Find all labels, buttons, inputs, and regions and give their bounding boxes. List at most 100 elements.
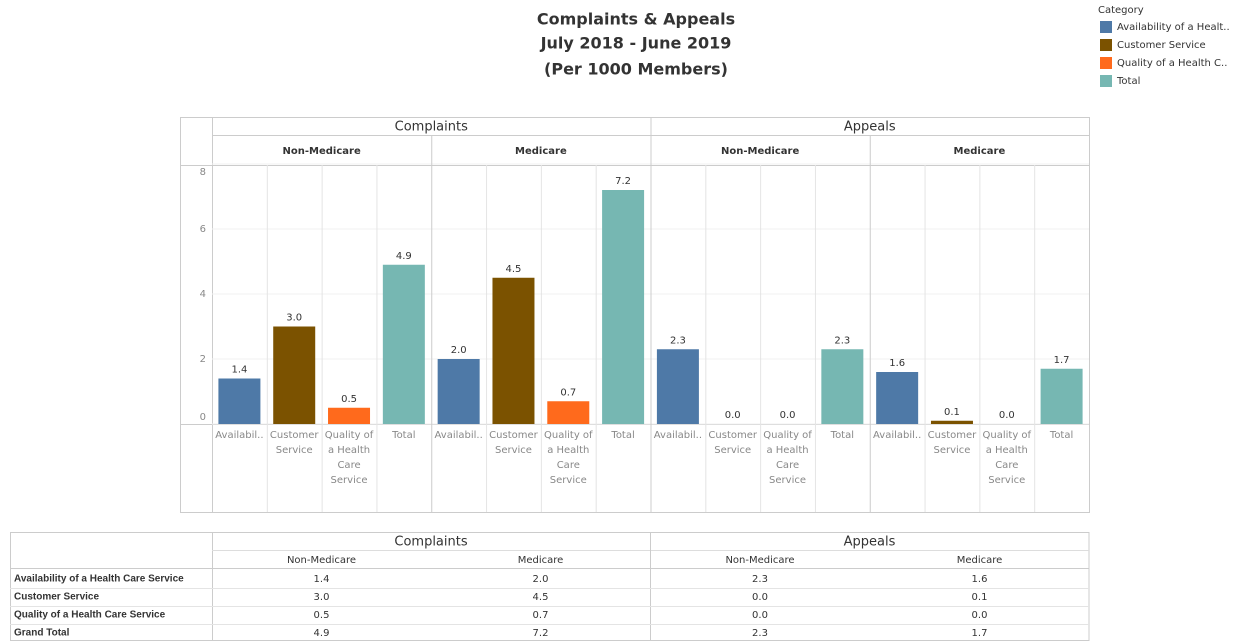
legend-swatch xyxy=(1100,57,1112,69)
bar xyxy=(821,349,864,424)
table-cell: 0.7 xyxy=(533,610,549,621)
x-tick-label-box: Availabil.. xyxy=(653,430,703,441)
legend-label: Total xyxy=(1116,76,1140,87)
panel-header: Medicare xyxy=(515,146,567,157)
panel-header: Medicare xyxy=(954,146,1006,157)
x-tick-label-box: Customer Service xyxy=(708,430,757,456)
table-subheader: Medicare xyxy=(957,555,1003,566)
x-tick-label: Availabil.. xyxy=(653,430,703,441)
x-tick-label: Customer Service xyxy=(269,430,319,456)
table-cell: 0.0 xyxy=(752,610,768,621)
value-label: 2.3 xyxy=(670,335,686,346)
x-tick-label-box: Total xyxy=(830,430,855,441)
x-tick-label: Total xyxy=(1049,430,1074,441)
x-tick-label: Availabil.. xyxy=(215,430,264,441)
table-row-header: Customer Service xyxy=(14,592,99,603)
y-tick-label: 4 xyxy=(200,289,206,300)
chart-subtitle: July 2018 - June 2019 xyxy=(540,34,732,53)
x-tick-label: Quality of a Health Care Service xyxy=(324,430,374,486)
x-tick-label-box: Availabil.. xyxy=(873,430,922,441)
value-label: 0.1 xyxy=(944,407,960,418)
x-tick-label-box: Total xyxy=(392,430,416,441)
x-tick-label-box: Availabil.. xyxy=(434,430,483,441)
x-tick-label: Availabil.. xyxy=(873,430,922,441)
table-subheader: Non-Medicare xyxy=(287,555,356,566)
y-tick-label: 0 xyxy=(200,412,206,423)
legend-label: Customer Service xyxy=(1117,40,1206,51)
value-label: 1.4 xyxy=(231,365,247,376)
table-cell: 4.5 xyxy=(533,592,549,603)
value-label: 0.0 xyxy=(780,410,796,421)
legend-label: Quality of a Health C.. xyxy=(1117,58,1227,69)
legend-label: Availability of a Healt.. xyxy=(1117,22,1230,33)
table-cell: 0.5 xyxy=(314,610,330,621)
value-label: 2.3 xyxy=(834,335,850,346)
x-tick-label: Quality of a Health Care Service xyxy=(544,430,593,486)
value-label: 4.5 xyxy=(506,264,522,275)
chart-title: Complaints & Appeals xyxy=(537,10,735,29)
x-tick-label: Quality of a Health Care Service xyxy=(982,430,1032,486)
table-cell: 4.9 xyxy=(314,628,330,639)
bar xyxy=(328,407,371,424)
value-label: 7.2 xyxy=(615,176,631,187)
value-label: 4.9 xyxy=(396,251,412,262)
x-tick-label-box: Customer Service xyxy=(269,430,319,456)
x-tick-label: Customer Service xyxy=(927,430,977,456)
legend-title: Category xyxy=(1098,5,1144,16)
value-label: 3.0 xyxy=(286,313,302,324)
value-label: 1.7 xyxy=(1054,355,1070,366)
value-label: 0.0 xyxy=(725,410,741,421)
value-label: 0.7 xyxy=(560,387,576,398)
x-tick-label-box: Quality of a Health Care Service xyxy=(982,430,1032,486)
table-cell: 0.1 xyxy=(972,592,988,603)
bar xyxy=(930,420,973,424)
x-tick-label-box: Quality of a Health Care Service xyxy=(324,430,374,486)
value-label: 0.0 xyxy=(999,410,1015,421)
table-cell: 2.3 xyxy=(752,628,768,639)
legend-swatch xyxy=(1100,75,1112,87)
table-subheader: Non-Medicare xyxy=(725,555,794,566)
bar xyxy=(656,349,699,424)
group-header: Appeals xyxy=(844,120,896,135)
x-tick-label: Quality of a Health Care Service xyxy=(763,430,812,486)
x-tick-label-box: Quality of a Health Care Service xyxy=(544,430,593,486)
legend-swatch xyxy=(1100,21,1112,33)
x-tick-label: Availabil.. xyxy=(434,430,483,441)
table-cell: 7.2 xyxy=(533,628,549,639)
table-row-header: Grand Total xyxy=(14,628,70,639)
bar xyxy=(492,277,535,424)
x-tick-label: Customer Service xyxy=(489,430,538,456)
legend-swatch xyxy=(1100,39,1112,51)
x-tick-label-box: Availabil.. xyxy=(215,430,264,441)
bar xyxy=(437,359,480,424)
bar xyxy=(382,264,425,424)
y-tick-label: 6 xyxy=(200,224,206,235)
panel-header: Non-Medicare xyxy=(283,146,361,157)
x-tick-label: Customer Service xyxy=(708,430,757,456)
table-cell: 1.4 xyxy=(314,574,330,585)
table-subheader: Medicare xyxy=(518,555,564,566)
table-cell: 2.0 xyxy=(533,574,549,585)
x-tick-label-box: Quality of a Health Care Service xyxy=(763,430,812,486)
value-label: 2.0 xyxy=(451,345,467,356)
panel-header: Non-Medicare xyxy=(721,146,799,157)
x-tick-label: Total xyxy=(611,430,635,441)
x-tick-label-box: Total xyxy=(611,430,635,441)
y-tick-label: 2 xyxy=(200,354,206,365)
group-header: Complaints xyxy=(395,120,468,135)
chart-frame xyxy=(180,117,1090,513)
bar xyxy=(273,326,316,424)
bar xyxy=(547,401,590,424)
table-row-header: Availability of a Health Care Service xyxy=(14,574,184,585)
x-tick-label-box: Customer Service xyxy=(489,430,538,456)
chart-subtitle: (Per 1000 Members) xyxy=(544,60,728,79)
x-tick-label: Total xyxy=(392,430,416,441)
table-cell: 3.0 xyxy=(314,592,330,603)
table-row-header: Quality of a Health Care Service xyxy=(14,610,166,621)
table-group-header: Appeals xyxy=(844,535,896,550)
x-tick-label: Total xyxy=(830,430,855,441)
table-cell: 2.3 xyxy=(752,574,768,585)
bar xyxy=(1040,368,1083,424)
table-cell: 0.0 xyxy=(752,592,768,603)
